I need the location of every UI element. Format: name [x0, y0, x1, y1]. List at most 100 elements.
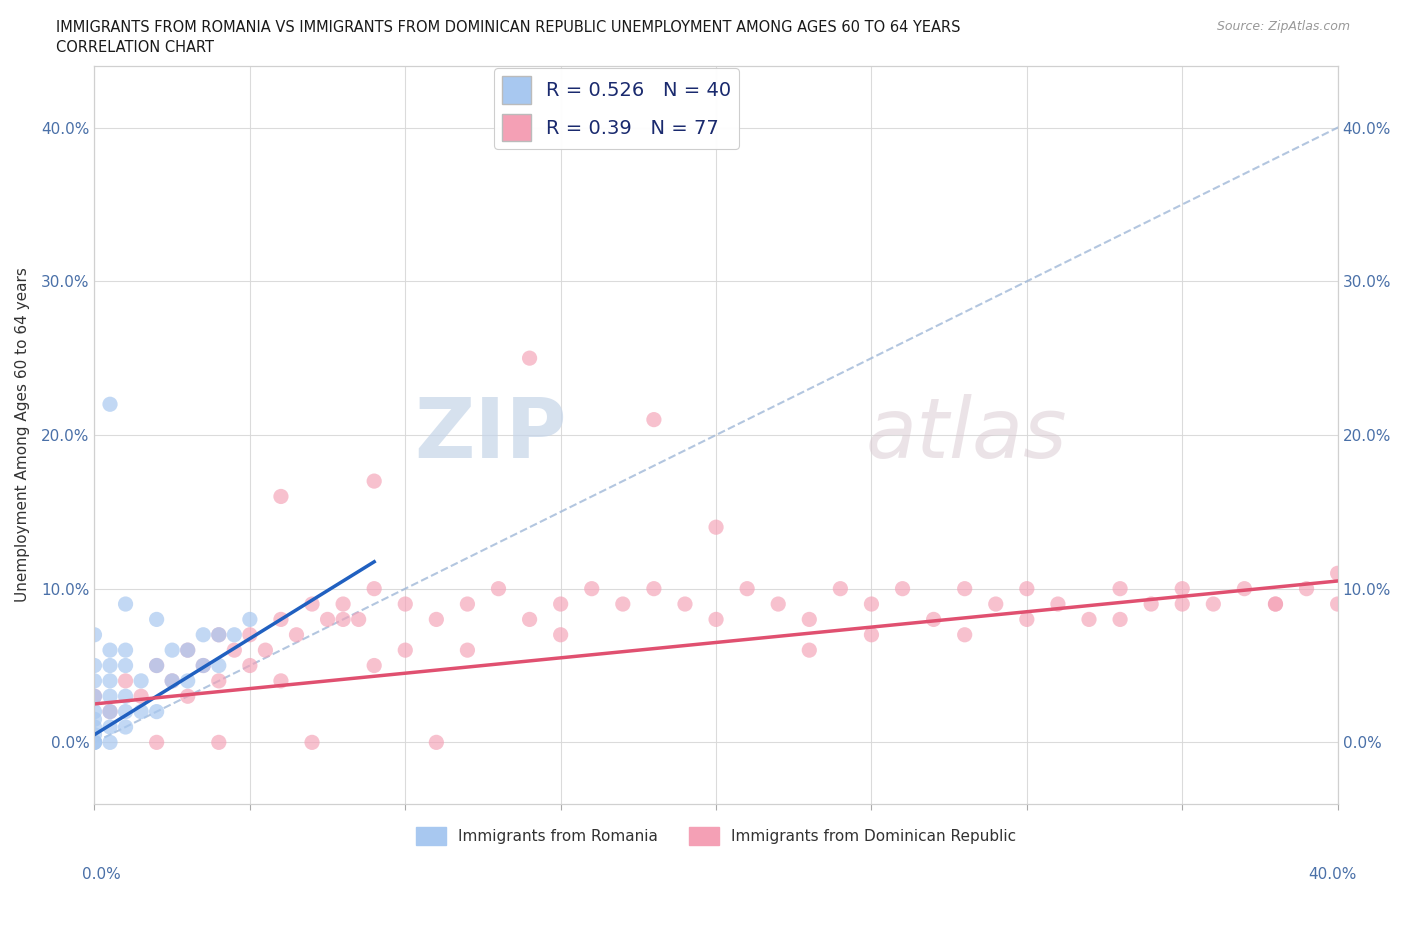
Point [145, 658, 167, 673]
Point [83, 658, 105, 673]
Point [98, 397, 121, 412]
Point [860, 628, 883, 643]
Point [129, 673, 152, 688]
Point [799, 643, 821, 658]
Point [98, 689, 121, 704]
Point [394, 643, 416, 658]
Point [316, 612, 339, 627]
Point [301, 735, 323, 750]
Point [332, 612, 354, 627]
Legend: Immigrants from Romania, Immigrants from Dominican Republic: Immigrants from Romania, Immigrants from… [409, 820, 1022, 852]
Point [363, 581, 385, 596]
Point [488, 581, 510, 596]
Point [83, 735, 105, 750]
Text: atlas: atlas [865, 394, 1067, 475]
Point [177, 643, 200, 658]
Point [550, 628, 572, 643]
Point [1078, 612, 1101, 627]
Point [177, 689, 200, 704]
Point [98, 643, 121, 658]
Point [953, 581, 976, 596]
Point [208, 673, 231, 688]
Point [193, 658, 215, 673]
Point [704, 612, 727, 627]
Point [766, 597, 789, 612]
Point [860, 597, 883, 612]
Point [270, 673, 292, 688]
Point [98, 658, 121, 673]
Point [98, 735, 121, 750]
Point [270, 489, 292, 504]
Point [735, 581, 758, 596]
Point [208, 628, 231, 643]
Point [114, 643, 136, 658]
Point [114, 658, 136, 673]
Point [83, 711, 105, 726]
Point [254, 643, 277, 658]
Point [83, 735, 105, 750]
Point [1264, 597, 1286, 612]
Point [83, 689, 105, 704]
Point [612, 597, 634, 612]
Point [363, 473, 385, 488]
Point [83, 727, 105, 742]
Point [145, 612, 167, 627]
Point [425, 735, 447, 750]
Point [363, 658, 385, 673]
Point [83, 720, 105, 735]
Point [114, 689, 136, 704]
Point [519, 612, 541, 627]
Point [922, 612, 945, 627]
Point [1171, 581, 1194, 596]
Point [1264, 597, 1286, 612]
Point [114, 704, 136, 719]
Point [208, 658, 231, 673]
Point [456, 597, 478, 612]
Point [224, 643, 246, 658]
Text: Source: ZipAtlas.com: Source: ZipAtlas.com [1216, 20, 1350, 33]
Point [83, 735, 105, 750]
Point [83, 673, 105, 688]
Point [160, 673, 183, 688]
Point [83, 628, 105, 643]
Point [1295, 581, 1317, 596]
Point [239, 628, 262, 643]
Point [177, 673, 200, 688]
Point [1326, 565, 1348, 580]
Point [239, 658, 262, 673]
Point [519, 351, 541, 365]
Point [193, 658, 215, 673]
Point [1109, 581, 1132, 596]
Point [145, 658, 167, 673]
Text: IMMIGRANTS FROM ROMANIA VS IMMIGRANTS FROM DOMINICAN REPUBLIC UNEMPLOYMENT AMONG: IMMIGRANTS FROM ROMANIA VS IMMIGRANTS FR… [56, 20, 960, 35]
Point [425, 612, 447, 627]
Point [114, 720, 136, 735]
Point [270, 612, 292, 627]
Point [1202, 597, 1225, 612]
Point [673, 597, 696, 612]
Point [83, 704, 105, 719]
Point [550, 597, 572, 612]
Point [799, 612, 821, 627]
Point [114, 597, 136, 612]
Point [643, 412, 665, 427]
Point [891, 581, 914, 596]
Point [1015, 581, 1038, 596]
Point [160, 643, 183, 658]
Point [953, 628, 976, 643]
Point [643, 581, 665, 596]
Text: ZIP: ZIP [415, 394, 567, 475]
Point [98, 704, 121, 719]
Point [160, 673, 183, 688]
Point [456, 643, 478, 658]
Text: 0.0%: 0.0% [82, 867, 121, 882]
Point [193, 628, 215, 643]
Point [98, 720, 121, 735]
Point [1233, 581, 1256, 596]
Point [1326, 597, 1348, 612]
Y-axis label: Unemployment Among Ages 60 to 64 years: Unemployment Among Ages 60 to 64 years [15, 268, 30, 603]
Point [114, 673, 136, 688]
Point [145, 704, 167, 719]
Point [208, 735, 231, 750]
Point [1140, 597, 1163, 612]
